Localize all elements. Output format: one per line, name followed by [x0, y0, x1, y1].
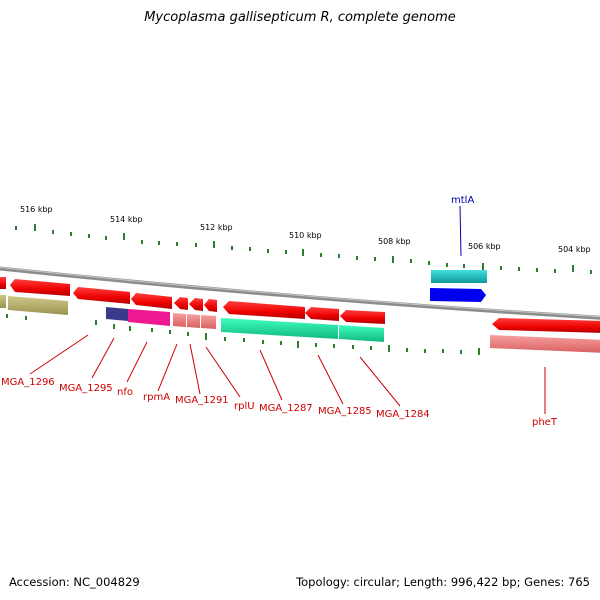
gene-feature	[128, 309, 170, 326]
gene-feature	[0, 295, 6, 308]
gene-label-mga1287: MGA_1287	[259, 403, 313, 414]
ruler-label: 512 kbp	[200, 223, 233, 232]
gene-feature	[187, 314, 200, 328]
ruler-labels: 516 kbp 514 kbp 512 kbp 510 kbp 508 kbp …	[20, 205, 591, 254]
gene-label-mga1295: MGA_1295	[59, 383, 113, 394]
gene-feature	[223, 301, 305, 319]
topology-text: Topology: circular; Length: 996,422 bp; …	[296, 575, 590, 589]
accession-text: Accession: NC_004829	[9, 575, 140, 589]
gene-feature	[430, 288, 486, 302]
ruler-label: 506 kbp	[468, 242, 501, 251]
gene-feature	[221, 318, 338, 339]
gene-feature	[490, 335, 600, 353]
ruler-label: 508 kbp	[378, 237, 411, 246]
ruler-label: 514 kbp	[110, 215, 143, 224]
gene-label-nfo: nfo	[117, 387, 133, 398]
gene-feature	[339, 325, 384, 342]
gene-feature	[305, 307, 339, 321]
gene-label-mga1296: MGA_1296	[1, 377, 55, 388]
gene-feature	[340, 310, 385, 324]
gene-labels: MGA_1296 MGA_1295 nfo rpmA MGA_1291 rplU…	[1, 195, 558, 428]
map-title: Mycoplasma gallisepticum R, complete gen…	[144, 10, 456, 25]
reverse-strand-features	[0, 295, 600, 353]
gene-feature	[8, 296, 68, 315]
gene-feature	[189, 298, 203, 311]
gene-label-mga1285: MGA_1285	[318, 406, 372, 417]
ruler-label: 510 kbp	[289, 231, 322, 240]
genome-backbone	[0, 266, 600, 320]
gene-label-mtla: mtlA	[451, 195, 474, 206]
forward-strand-features	[0, 270, 600, 333]
label-leader-lines	[29, 205, 546, 414]
ruler-label: 504 kbp	[558, 245, 591, 254]
gene-feature	[174, 297, 188, 310]
gene-feature	[204, 299, 217, 312]
gene-feature	[0, 277, 6, 289]
gene-label-mga1284: MGA_1284	[376, 409, 430, 420]
mtla-feature	[431, 270, 487, 283]
gene-label-mga1291: MGA_1291	[175, 395, 229, 406]
outer-ticks	[15, 224, 592, 274]
gene-label-rpma: rpmA	[143, 392, 170, 403]
gene-feature	[201, 315, 216, 329]
gene-label-phet: pheT	[532, 417, 558, 428]
gene-feature	[73, 287, 130, 304]
phet-feature	[492, 318, 600, 333]
ruler-label: 516 kbp	[20, 205, 53, 214]
gene-feature	[10, 279, 70, 296]
gene-label-rplu: rplU	[234, 401, 255, 412]
gene-feature	[131, 293, 172, 309]
inner-ticks	[6, 314, 480, 355]
gene-feature	[106, 307, 128, 321]
gene-feature	[173, 313, 186, 327]
